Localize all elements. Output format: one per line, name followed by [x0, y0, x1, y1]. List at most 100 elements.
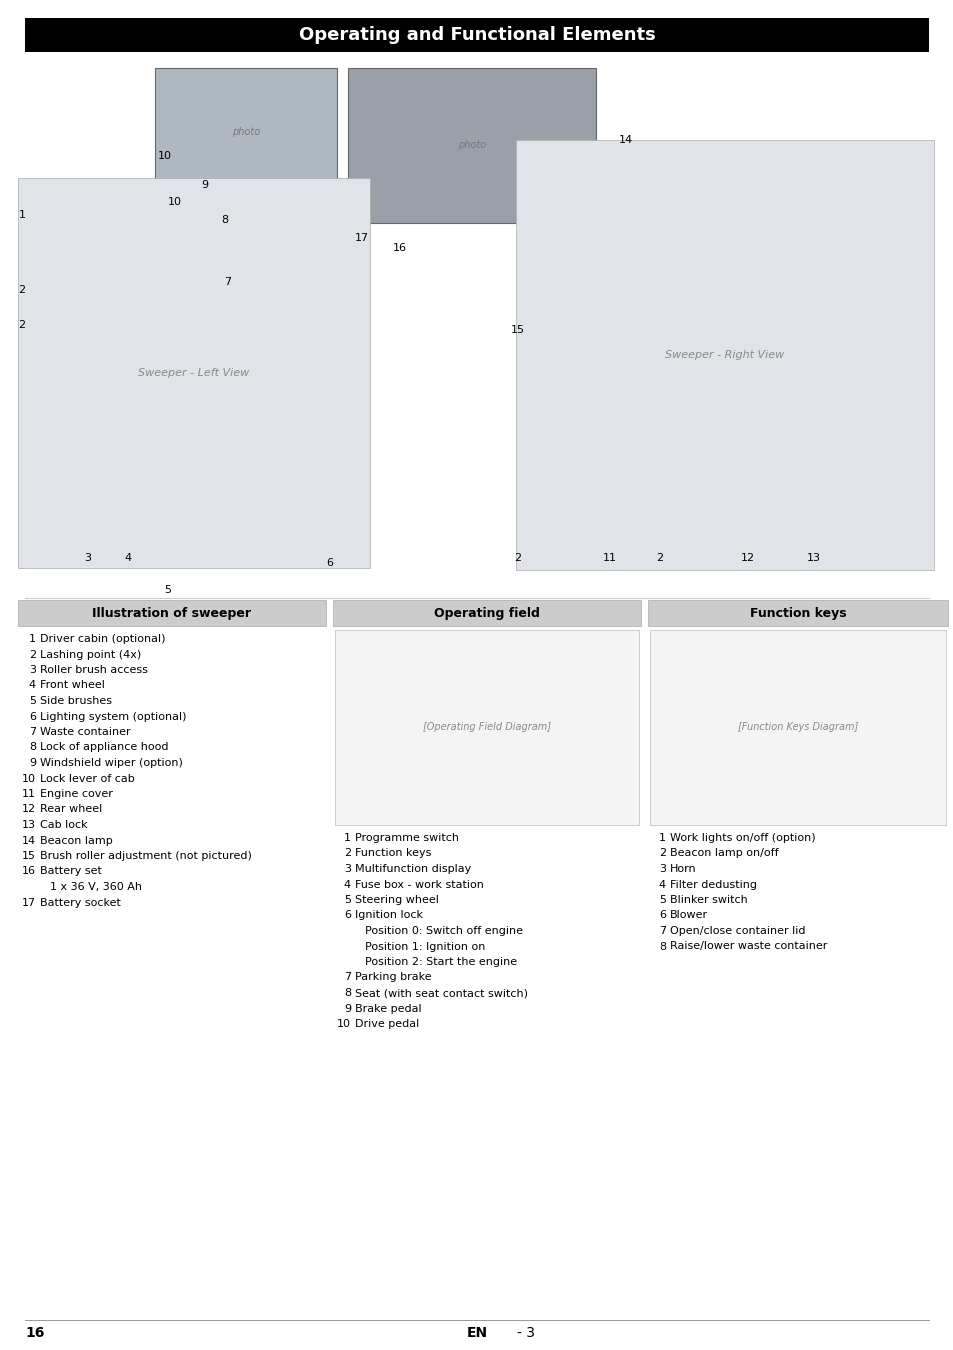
Text: 14: 14: [22, 836, 36, 845]
Text: Fuse box - work station: Fuse box - work station: [355, 879, 483, 890]
Text: Operating and Functional Elements: Operating and Functional Elements: [298, 26, 655, 45]
Text: 1: 1: [29, 634, 36, 644]
Text: 5: 5: [659, 895, 665, 905]
Text: 10: 10: [158, 151, 172, 161]
Text: 7: 7: [224, 277, 232, 288]
Text: 3: 3: [29, 666, 36, 675]
Bar: [18, 178, 370, 568]
Text: 2: 2: [18, 285, 26, 296]
Text: 6: 6: [326, 558, 334, 568]
Text: 4: 4: [343, 879, 351, 890]
Text: Work lights on/off (option): Work lights on/off (option): [669, 833, 815, 842]
Text: 5: 5: [29, 697, 36, 706]
Text: Roller brush access: Roller brush access: [40, 666, 148, 675]
Text: 8: 8: [343, 988, 351, 998]
Text: 4: 4: [124, 554, 132, 563]
Text: Blower: Blower: [669, 910, 707, 921]
Text: 9: 9: [343, 1003, 351, 1014]
Text: Sweeper - Right View: Sweeper - Right View: [664, 350, 783, 360]
Text: 6: 6: [659, 910, 665, 921]
Text: Rear wheel: Rear wheel: [40, 805, 102, 814]
Text: EN: EN: [466, 1326, 487, 1341]
Text: Lighting system (optional): Lighting system (optional): [40, 711, 186, 721]
Text: Front wheel: Front wheel: [40, 680, 105, 690]
Text: Battery set: Battery set: [40, 867, 102, 876]
Text: 3: 3: [85, 554, 91, 563]
Text: Driver cabin (optional): Driver cabin (optional): [40, 634, 165, 644]
Text: Programme switch: Programme switch: [355, 833, 458, 842]
Text: Lashing point (4x): Lashing point (4x): [40, 649, 141, 660]
Text: 7: 7: [29, 728, 36, 737]
Text: 11: 11: [602, 554, 617, 563]
Text: [Function Keys Diagram]: [Function Keys Diagram]: [737, 722, 858, 733]
Text: Sweeper - Left View: Sweeper - Left View: [138, 369, 250, 378]
Text: 16: 16: [25, 1326, 45, 1341]
Text: 1: 1: [18, 211, 26, 220]
Text: Blinker switch: Blinker switch: [669, 895, 747, 905]
Text: Ignition lock: Ignition lock: [355, 910, 422, 921]
Text: 11: 11: [22, 788, 36, 799]
Text: 12: 12: [740, 554, 754, 563]
Text: 5: 5: [164, 585, 172, 595]
Text: Position 0: Switch off engine: Position 0: Switch off engine: [365, 926, 522, 936]
Text: 15: 15: [511, 325, 524, 335]
Text: 2: 2: [656, 554, 663, 563]
Text: 5: 5: [344, 895, 351, 905]
Text: Position 1: Ignition on: Position 1: Ignition on: [365, 941, 485, 952]
Text: Open/close container lid: Open/close container lid: [669, 926, 804, 936]
Text: Horn: Horn: [669, 864, 696, 873]
Text: 2: 2: [343, 849, 351, 859]
Text: Steering wheel: Steering wheel: [355, 895, 438, 905]
Text: [Operating Field Diagram]: [Operating Field Diagram]: [422, 722, 551, 733]
Text: Drive pedal: Drive pedal: [355, 1019, 418, 1029]
Text: Raise/lower waste container: Raise/lower waste container: [669, 941, 826, 952]
Text: Parking brake: Parking brake: [355, 972, 431, 983]
Text: 3: 3: [344, 864, 351, 873]
Text: 14: 14: [618, 135, 633, 144]
Text: 10: 10: [336, 1019, 351, 1029]
Text: photo: photo: [457, 140, 486, 150]
Text: Lock of appliance hood: Lock of appliance hood: [40, 743, 169, 752]
Text: 1 x 36 V, 360 Ah: 1 x 36 V, 360 Ah: [50, 882, 142, 892]
Text: 13: 13: [806, 554, 821, 563]
Text: 3: 3: [659, 864, 665, 873]
Text: Beacon lamp on/off: Beacon lamp on/off: [669, 849, 778, 859]
Text: 8: 8: [221, 215, 229, 225]
Text: 16: 16: [393, 243, 407, 252]
Text: - 3: - 3: [517, 1326, 535, 1341]
Text: 2: 2: [514, 554, 521, 563]
Text: 7: 7: [659, 926, 665, 936]
Text: Engine cover: Engine cover: [40, 788, 112, 799]
Text: Beacon lamp: Beacon lamp: [40, 836, 112, 845]
Text: Side brushes: Side brushes: [40, 697, 112, 706]
Bar: [647, 599, 947, 626]
Text: 16: 16: [22, 867, 36, 876]
Bar: [25, 18, 928, 53]
Text: Function keys: Function keys: [355, 849, 431, 859]
Text: 15: 15: [22, 850, 36, 861]
Bar: [335, 630, 639, 825]
Text: 12: 12: [22, 805, 36, 814]
Text: Operating field: Operating field: [434, 606, 539, 620]
Text: Lock lever of cab: Lock lever of cab: [40, 774, 134, 783]
Text: 4: 4: [29, 680, 36, 690]
Text: 1: 1: [659, 833, 665, 842]
Text: Cab lock: Cab lock: [40, 819, 88, 830]
Text: 10: 10: [168, 197, 182, 207]
Text: Filter dedusting: Filter dedusting: [669, 879, 757, 890]
Text: Brush roller adjustment (not pictured): Brush roller adjustment (not pictured): [40, 850, 252, 861]
Text: Multifunction display: Multifunction display: [355, 864, 471, 873]
Text: Battery socket: Battery socket: [40, 898, 121, 907]
Text: 8: 8: [659, 941, 665, 952]
Text: 7: 7: [343, 972, 351, 983]
Text: Seat (with seat contact switch): Seat (with seat contact switch): [355, 988, 527, 998]
Bar: [649, 630, 945, 825]
Text: Waste container: Waste container: [40, 728, 131, 737]
Text: 6: 6: [344, 910, 351, 921]
Text: Position 2: Start the engine: Position 2: Start the engine: [365, 957, 517, 967]
Text: 2: 2: [659, 849, 665, 859]
Text: 2: 2: [29, 649, 36, 660]
Text: 17: 17: [22, 898, 36, 907]
Text: Function keys: Function keys: [749, 606, 845, 620]
Bar: [333, 599, 640, 626]
